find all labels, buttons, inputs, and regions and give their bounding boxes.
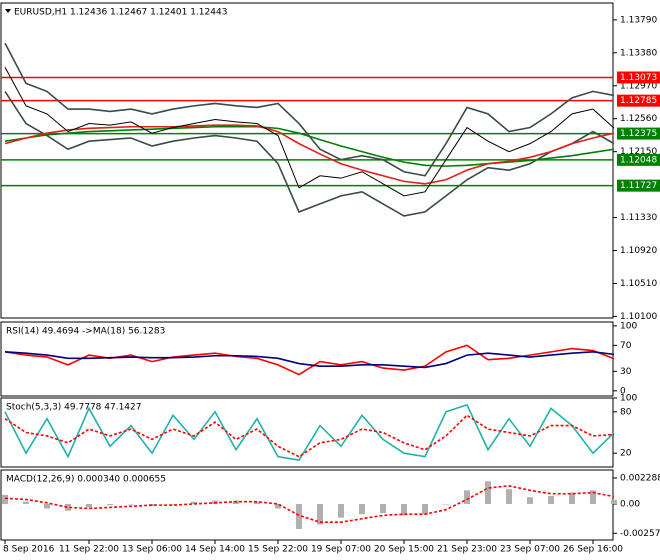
series-line: [4, 90, 615, 217]
level-label: 1.12785: [620, 96, 657, 106]
x-tick-label: 15 Sep 22:00: [248, 545, 308, 555]
series-line: [4, 484, 615, 523]
y-tick-label: 1.13790: [620, 15, 657, 25]
y-tick-label: 1.12560: [620, 114, 657, 124]
series-line: [4, 351, 615, 369]
series-line: [4, 125, 615, 167]
y-tick-label: 1.11330: [620, 213, 657, 223]
histogram-bar: [338, 503, 344, 518]
panel-title: MACD(12,26,9) 0.000340 0.000655: [6, 475, 166, 485]
histogram-bar: [590, 490, 596, 504]
x-tick-label: 13 Sep 06:00: [122, 545, 182, 555]
x-tick-label: 14 Sep 14:00: [185, 545, 245, 555]
panel-title: RSI(14) 49.4694 ->MA(18) 56.1283: [6, 327, 165, 337]
histogram-bar: [611, 500, 617, 504]
histogram-bar: [548, 496, 554, 504]
histogram-bar: [275, 503, 281, 509]
x-tick-label: 20 Sep 15:00: [374, 545, 434, 555]
histogram-bar: [443, 503, 449, 505]
level-label-box: [617, 94, 660, 107]
histogram-bar: [2, 494, 8, 504]
y-tick-label: 1.13380: [620, 48, 657, 58]
histogram-bar: [296, 503, 302, 529]
level-label: 1.11727: [620, 181, 657, 191]
menu-marker: [5, 9, 11, 13]
y-tick-label: 30: [620, 367, 632, 377]
histogram-bar: [485, 481, 491, 504]
histogram-bar: [359, 503, 365, 515]
y-tick-label: 1.10100: [620, 312, 657, 322]
level-label: 1.12048: [620, 155, 657, 165]
panel-title: EURUSD,H1 1.12436 1.12467 1.12401 1.1244…: [14, 8, 227, 18]
y-tick-label: 80: [620, 407, 632, 417]
histogram-bar: [23, 501, 29, 504]
histogram-bar: [506, 489, 512, 504]
histogram-bar: [107, 503, 113, 506]
histogram-bar: [170, 503, 176, 505]
histogram-bar: [65, 503, 71, 511]
histogram-bar: [317, 503, 323, 525]
y-tick-label: 100: [620, 394, 637, 404]
histogram-bar: [464, 490, 470, 504]
histogram-bar: [128, 503, 134, 505]
level-label-box: [617, 127, 660, 140]
panel-frame: [0, 397, 614, 468]
x-tick-label: 19 Sep 07:00: [311, 545, 371, 555]
level-label: 1.13073: [620, 73, 657, 83]
histogram-bar: [86, 503, 92, 508]
series-line: [4, 124, 615, 185]
histogram-bar: [44, 503, 50, 509]
level-label-box: [617, 179, 660, 192]
series-line: [4, 414, 615, 458]
histogram-bar: [401, 503, 407, 516]
y-tick-label: 1.10510: [620, 279, 657, 289]
x-tick-label: 21 Sep 23:00: [437, 545, 497, 555]
level-label-box: [617, 71, 660, 84]
histogram-bar: [380, 503, 386, 514]
histogram-bar: [422, 503, 428, 515]
histogram-bar: [527, 497, 533, 504]
histogram-bar: [254, 501, 260, 504]
histogram-bar: [191, 501, 197, 504]
y-tick-label: 100: [620, 321, 637, 331]
y-tick-label: 0.002288: [620, 473, 660, 483]
y-tick-label: 70: [620, 341, 632, 351]
y-tick-label: 20: [620, 449, 632, 459]
level-label-box: [617, 153, 660, 166]
y-tick-label: 1.12150: [620, 147, 657, 157]
histogram-bar: [569, 492, 575, 504]
y-tick-label: 1.10920: [620, 246, 657, 256]
x-tick-label: 11 Sep 22:00: [59, 545, 119, 555]
x-tick-label: 8 Sep 2016: [3, 545, 55, 555]
series-line: [4, 67, 615, 197]
panel-frame: [0, 469, 614, 541]
x-tick-label: 23 Sep 07:00: [500, 545, 560, 555]
panel-title: Stoch(5,3,3) 49.7778 47.1427: [6, 403, 141, 413]
y-tick-label: 0.00: [620, 499, 640, 509]
series-line: [4, 403, 615, 461]
x-tick-label: 26 Sep 16:00: [563, 545, 623, 555]
y-tick-label: 0: [620, 386, 626, 396]
y-tick-label: -0.002579: [620, 529, 660, 539]
y-tick-label: 1.12970: [620, 81, 657, 91]
level-label: 1.12375: [620, 129, 657, 139]
